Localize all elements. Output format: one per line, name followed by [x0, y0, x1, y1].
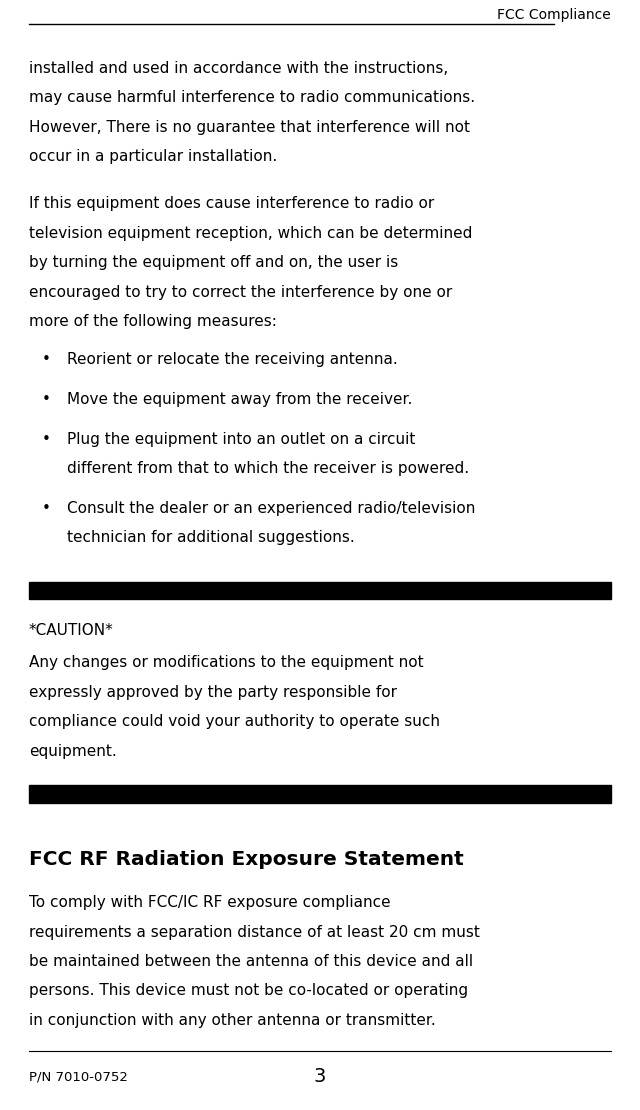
Text: requirements a separation distance of at least 20 cm must: requirements a separation distance of at… — [29, 925, 479, 939]
Text: equipment.: equipment. — [29, 744, 116, 758]
Text: •: • — [42, 501, 51, 516]
Text: However, There is no guarantee that interference will not: However, There is no guarantee that inte… — [29, 120, 470, 135]
Text: Plug the equipment into an outlet on a circuit: Plug the equipment into an outlet on a c… — [67, 432, 415, 446]
Text: To comply with FCC/IC RF exposure compliance: To comply with FCC/IC RF exposure compli… — [29, 895, 390, 910]
Text: in conjunction with any other antenna or transmitter.: in conjunction with any other antenna or… — [29, 1012, 436, 1028]
Text: •: • — [42, 432, 51, 446]
Text: compliance could void your authority to operate such: compliance could void your authority to … — [29, 714, 440, 729]
Text: FCC RF Radiation Exposure Statement: FCC RF Radiation Exposure Statement — [29, 849, 463, 869]
Text: P/N 7010-0752: P/N 7010-0752 — [29, 1070, 127, 1083]
Text: technician for additional suggestions.: technician for additional suggestions. — [67, 531, 355, 545]
Text: •: • — [42, 392, 51, 407]
Text: Consult the dealer or an experienced radio/television: Consult the dealer or an experienced rad… — [67, 501, 476, 516]
Text: FCC Compliance: FCC Compliance — [497, 8, 611, 22]
Text: be maintained between the antenna of this device and all: be maintained between the antenna of thi… — [29, 953, 473, 969]
Text: persons. This device must not be co-located or operating: persons. This device must not be co-loca… — [29, 983, 468, 998]
Text: occur in a particular installation.: occur in a particular installation. — [29, 149, 277, 164]
Text: Any changes or modifications to the equipment not: Any changes or modifications to the equi… — [29, 655, 424, 670]
Text: 3: 3 — [314, 1067, 326, 1086]
Text: •: • — [42, 352, 51, 367]
Text: *CAUTION*: *CAUTION* — [29, 623, 113, 638]
Bar — [29, 582, 611, 599]
Text: If this equipment does cause interference to radio or: If this equipment does cause interferenc… — [29, 196, 434, 211]
Text: more of the following measures:: more of the following measures: — [29, 314, 276, 329]
Text: television equipment reception, which can be determined: television equipment reception, which ca… — [29, 225, 472, 241]
Text: installed and used in accordance with the instructions,: installed and used in accordance with th… — [29, 61, 448, 77]
Text: by turning the equipment off and on, the user is: by turning the equipment off and on, the… — [29, 255, 398, 270]
Text: Move the equipment away from the receiver.: Move the equipment away from the receive… — [67, 392, 413, 407]
Text: may cause harmful interference to radio communications.: may cause harmful interference to radio … — [29, 91, 475, 105]
Text: different from that to which the receiver is powered.: different from that to which the receive… — [67, 461, 469, 476]
Bar — [29, 785, 611, 803]
Text: encouraged to try to correct the interference by one or: encouraged to try to correct the interfe… — [29, 284, 452, 300]
Text: expressly approved by the party responsible for: expressly approved by the party responsi… — [29, 685, 397, 699]
Text: Reorient or relocate the receiving antenna.: Reorient or relocate the receiving anten… — [67, 352, 398, 367]
